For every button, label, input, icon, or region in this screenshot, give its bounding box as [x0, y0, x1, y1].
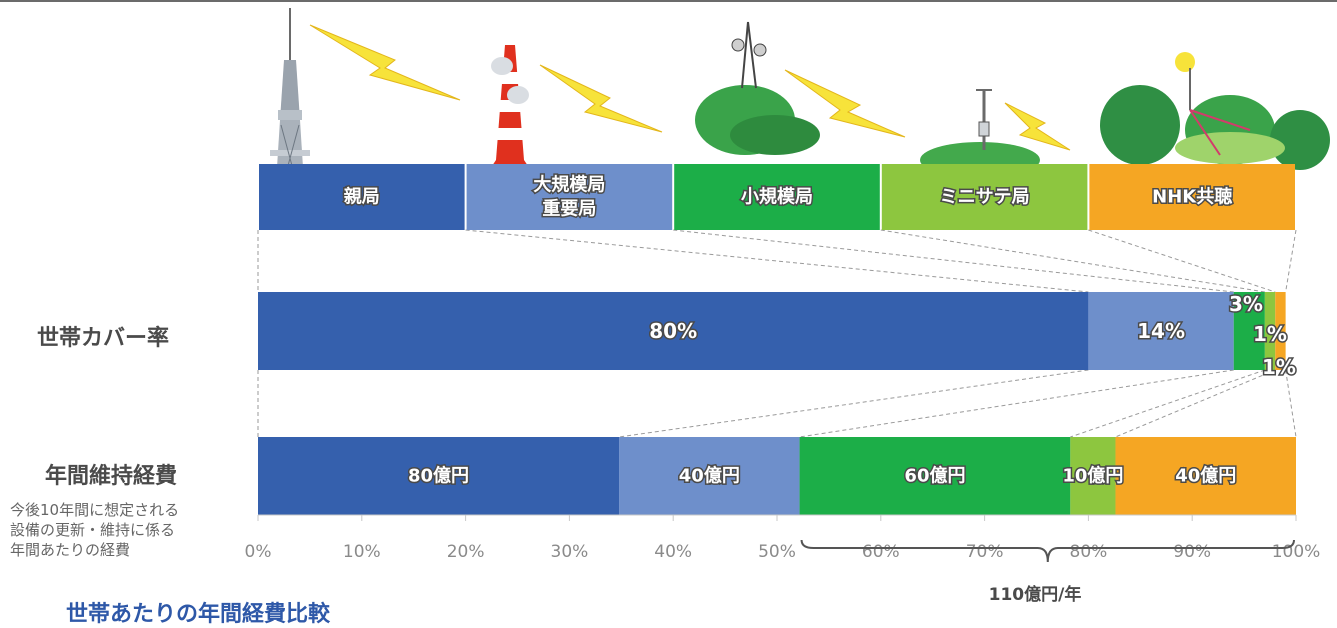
cost-row-label: 年間維持経費 [45, 464, 178, 489]
station-box-2 [674, 164, 880, 230]
x-tick-label: 60% [862, 542, 900, 562]
dash-mid-3 [1070, 369, 1266, 438]
bar-segment-2 [1233, 292, 1265, 370]
dash-mid-4 [1115, 369, 1276, 438]
coverage-value-label-3: 1% [1253, 322, 1287, 346]
cost-value-label-2: 60億円 [904, 465, 965, 487]
coverage-value-label-0: 80% [649, 319, 697, 343]
lightning-bolt-icons [309, 24, 1071, 151]
cost-value-label-4: 40億円 [1175, 465, 1236, 487]
dash-top-1 [465, 229, 1089, 293]
dash-top-5 [1285, 229, 1297, 293]
bar-segment-2 [799, 437, 1071, 515]
station-label-line: 重要局 [542, 198, 596, 220]
bar-segment-0 [258, 292, 1089, 370]
station-label-line: 大規模局 [533, 174, 605, 196]
station-box-0 [259, 164, 465, 230]
dash-top-2 [673, 229, 1234, 293]
x-axis: 0% 10% 20% 30% 40% 50% 60% 70% 80% 90% 100% [245, 514, 1321, 562]
cost-value-label-3: 10億円 [1062, 465, 1123, 487]
station-box-3 [881, 164, 1088, 230]
station-label-3: ミニサテ局 [938, 185, 1031, 209]
x-tick-label: 0% [245, 542, 272, 562]
bar-segment-0 [258, 437, 620, 515]
x-tick-label: 70% [966, 542, 1004, 562]
station-label-line: ミニサテ局 [940, 187, 1030, 208]
brace-bracket [800, 539, 1295, 563]
bar-segment-1 [1088, 292, 1234, 370]
station-label-line: 親局 [344, 186, 380, 208]
station-box-1 [466, 164, 673, 230]
station-illustrations [270, 8, 1330, 215]
dash-top-3 [880, 229, 1265, 293]
station-label-line: 小規模局 [741, 186, 813, 208]
station-box-4 [1089, 164, 1295, 230]
bar-segment-1 [619, 437, 800, 515]
cost-note: 今後10年間に想定される 設備の更新・維持に係る 年間あたりの経費 [10, 501, 180, 559]
station-label-line: NHK共聴 [1152, 187, 1232, 208]
station-label-2: 小規模局 [740, 184, 815, 209]
hill-tower-icon [695, 21, 820, 155]
bar-segment-3 [1070, 437, 1116, 515]
bar-segment-4 [1275, 292, 1286, 370]
coverage-bar: 80% 14% 3% 1% 1% [258, 291, 1297, 381]
x-tick-label: 40% [654, 542, 692, 562]
brace-total-label: 110億円/年 [988, 585, 1082, 605]
x-tick-label: 30% [551, 542, 589, 562]
coverage-row-label: 世帯カバー率 [37, 326, 170, 351]
coverage-value-label-1: 14% [1137, 319, 1185, 343]
station-label-0: 親局 [342, 184, 381, 209]
bar-segment-3 [1264, 292, 1276, 370]
x-tick-label: 50% [758, 542, 796, 562]
dash-mid-2 [799, 369, 1234, 438]
brace-path [800, 539, 1295, 563]
cost-bar: 80億円 40億円 60億円 10億円 40億円 [258, 437, 1296, 515]
coverage-value-label-2: 3% [1229, 292, 1263, 316]
x-tick-label: 90% [1173, 542, 1211, 562]
connector-dashes [257, 229, 1297, 438]
dash-mid-1 [618, 369, 1089, 438]
x-tick-label: 80% [1070, 542, 1108, 562]
bar-segment-4 [1115, 437, 1296, 515]
top-rule [0, 0, 1337, 2]
red-tower-icon [486, 45, 534, 175]
dash-mid-5 [1285, 369, 1297, 438]
coverage-value-label-4: 1% [1262, 355, 1296, 379]
x-tick-label: 10% [343, 542, 381, 562]
x-tick-label: 20% [447, 542, 485, 562]
station-label-4: NHK共聴 [1151, 185, 1234, 209]
cost-value-label-0: 80億円 [408, 465, 469, 487]
shared-reception-icon [1100, 52, 1330, 170]
bottom-title: 世帯あたりの年間経費比較 [66, 602, 331, 627]
dash-top-4 [1088, 229, 1276, 293]
x-tick-label: 100% [1272, 542, 1321, 562]
cost-value-label-1: 40億円 [679, 465, 740, 487]
